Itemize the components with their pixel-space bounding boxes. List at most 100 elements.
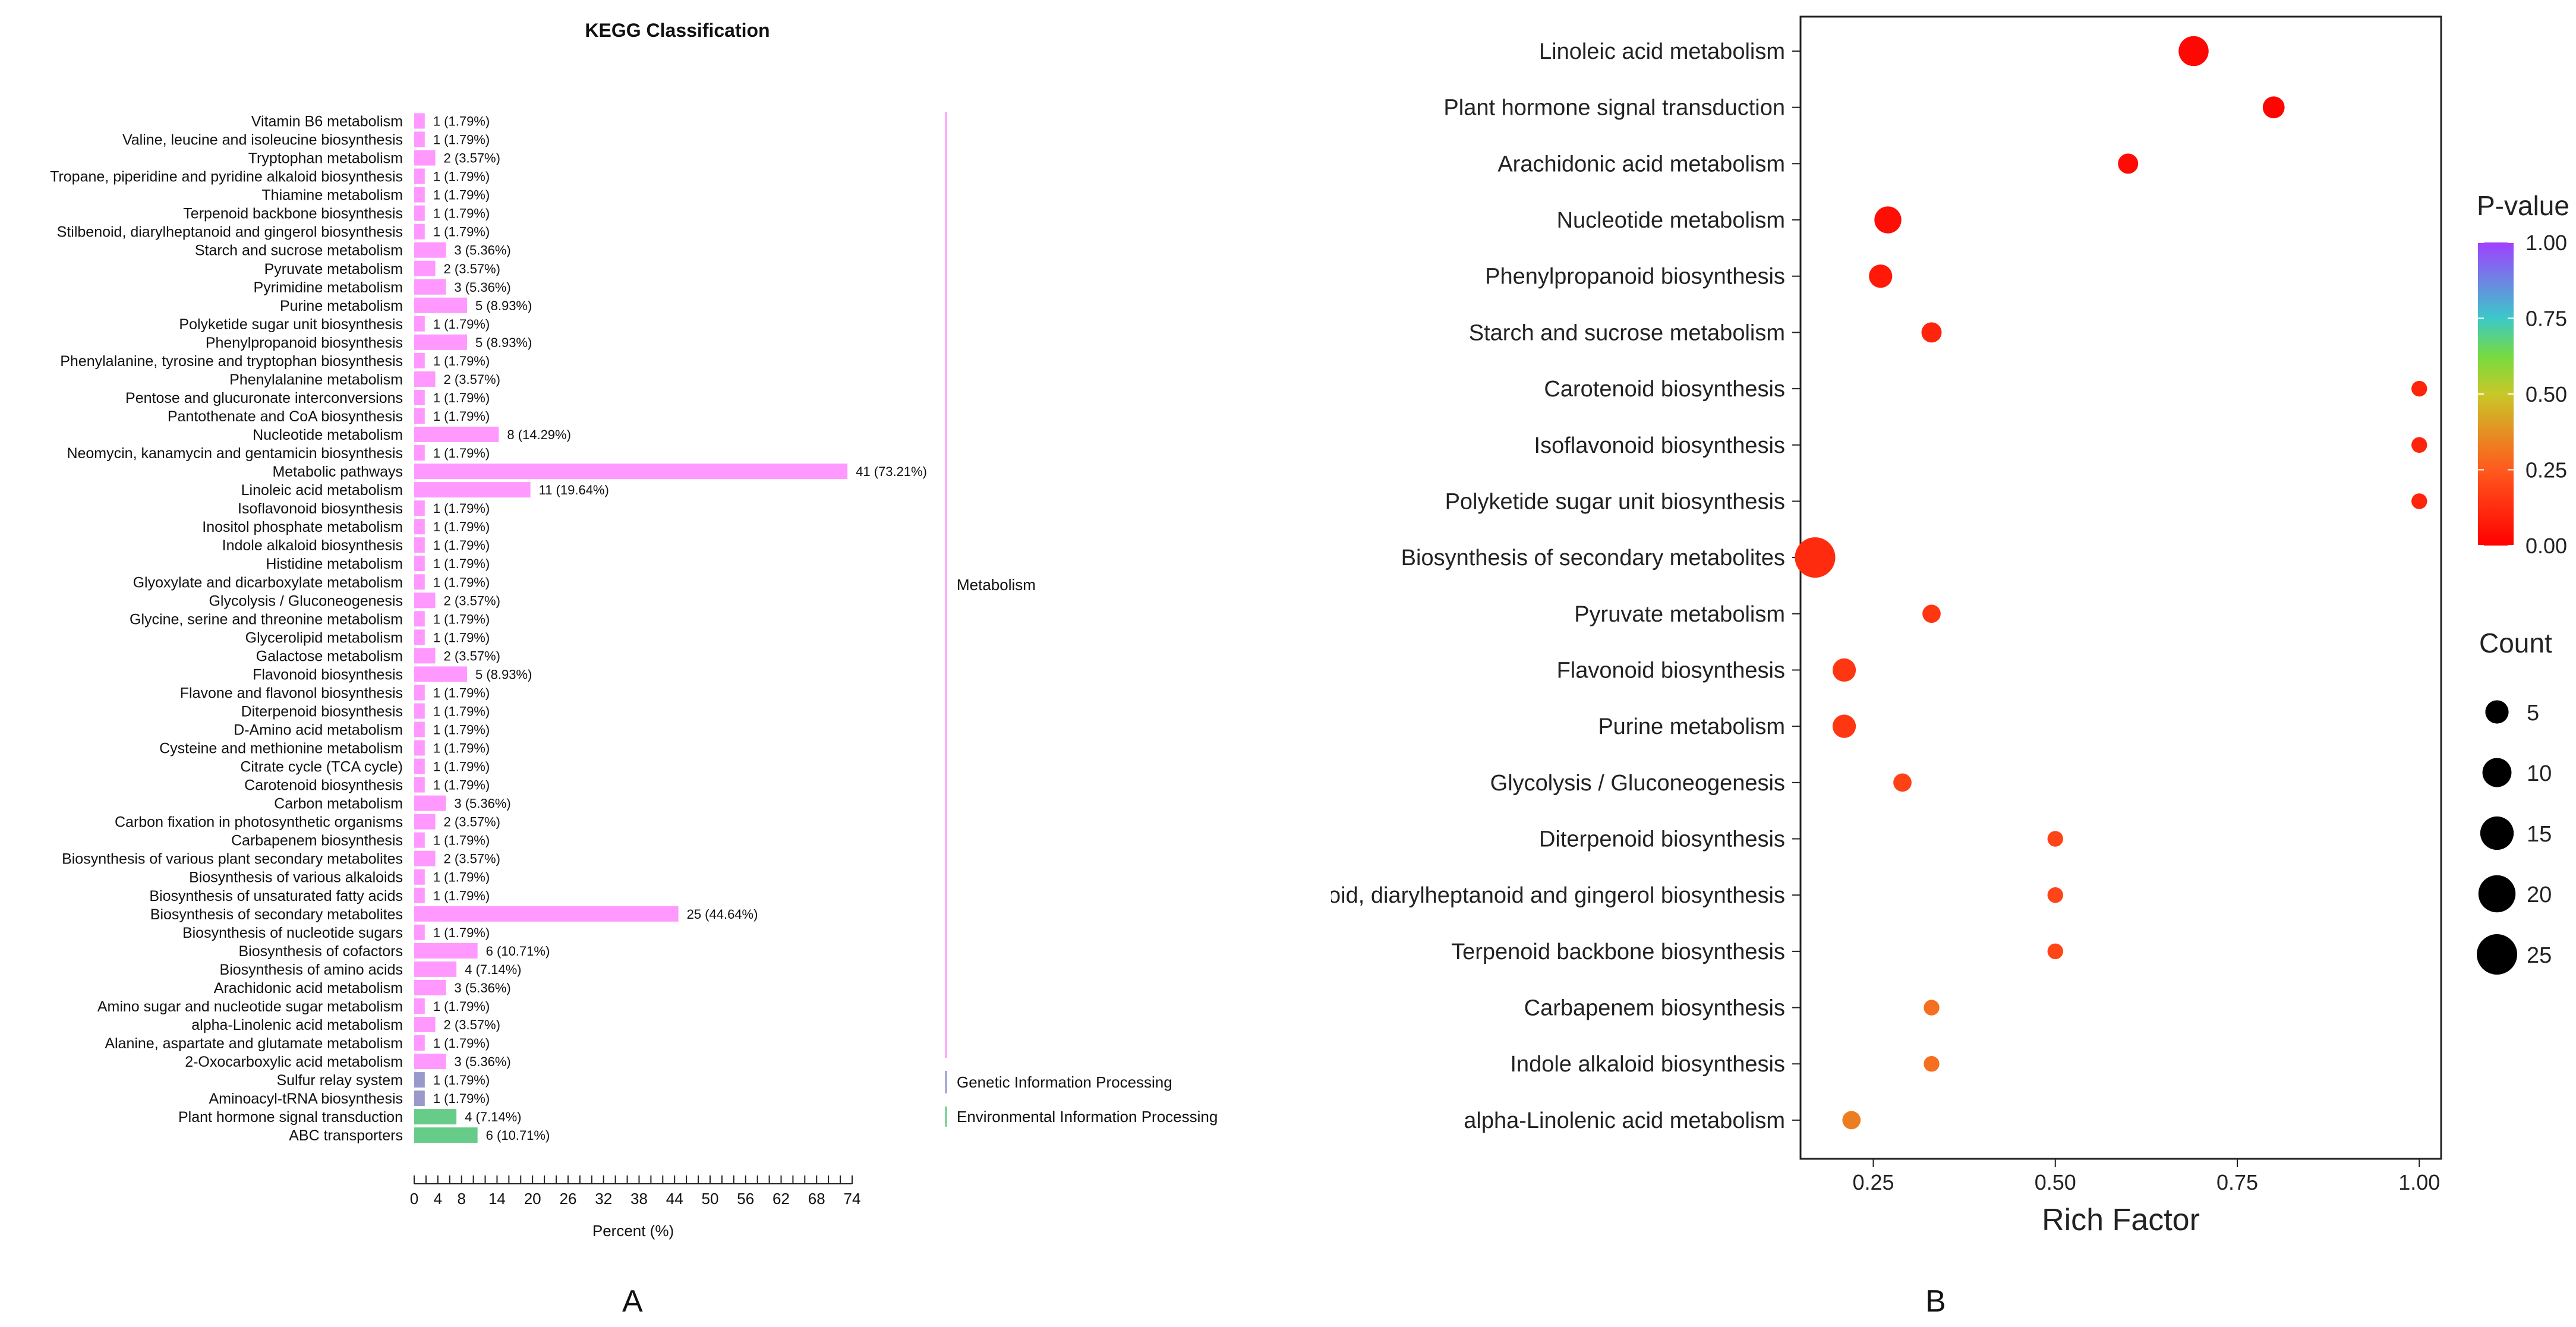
- bar-value-label: 41 (73.21%): [856, 464, 927, 479]
- panel-label-a: A: [622, 1284, 643, 1319]
- category-label: Arachidonic acid metabolism: [214, 980, 403, 997]
- bar: [414, 943, 478, 959]
- color-legend-title: P-value: [2477, 190, 2569, 221]
- bar-value-label: 2 (3.57%): [444, 593, 500, 608]
- bar-value-label: 1 (1.79%): [433, 1036, 490, 1051]
- bar: [414, 408, 425, 424]
- category-label: Pyrimidine metabolism: [254, 279, 403, 296]
- y-tick-label: Isoflavonoid biosynthesis: [1534, 433, 1785, 458]
- size-legend-circle: [2480, 816, 2514, 850]
- bar-value-label: 1 (1.79%): [433, 575, 490, 590]
- category-label: Nucleotide metabolism: [253, 427, 403, 443]
- bar: [414, 869, 425, 885]
- category-label: Phenylalanine, tyrosine and tryptophan b…: [60, 353, 403, 370]
- kegg-classification-chart: KEGG Classification Vitamin B6 metabolism…: [50, 20, 1218, 1240]
- category-label: Diterpenoid biosynthesis: [241, 703, 403, 720]
- bar: [414, 979, 446, 995]
- bubble: [2262, 96, 2285, 119]
- bar: [414, 297, 467, 313]
- bar: [414, 721, 425, 737]
- category-label: Flavone and flavonol biosynthesis: [180, 685, 403, 701]
- size-legend-label: 5: [2527, 701, 2539, 726]
- bar-value-label: 1 (1.79%): [433, 630, 490, 645]
- bar-value-label: 6 (10.71%): [486, 944, 550, 959]
- bar-value-label: 1 (1.79%): [433, 833, 490, 848]
- bar: [414, 703, 425, 719]
- category-label: alpha-Linolenic acid metabolism: [191, 1017, 403, 1033]
- category-label: Aminoacyl-tRNA biosynthesis: [209, 1090, 403, 1107]
- y-tick-label: Phenylpropanoid biosynthesis: [1485, 264, 1785, 289]
- category-label: Galactose metabolism: [256, 648, 403, 664]
- bar: [414, 1035, 425, 1051]
- bar-value-label: 1 (1.79%): [433, 704, 490, 718]
- bar-value-label: 2 (3.57%): [444, 852, 500, 866]
- category-label: Carotenoid biosynthesis: [244, 777, 403, 794]
- bar-value-label: 1 (1.79%): [433, 888, 490, 903]
- category-label: Pantothenate and CoA biosynthesis: [168, 408, 403, 425]
- size-legend-label: 25: [2527, 943, 2552, 968]
- bar-value-label: 1 (1.79%): [433, 206, 490, 221]
- category-label: Inositol phosphate metabolism: [202, 519, 403, 535]
- category-label: D-Amino acid metabolism: [234, 722, 403, 739]
- bar: [414, 685, 425, 701]
- group-label: Environmental Information Processing: [957, 1108, 1218, 1126]
- y-tick-label: Starch and sucrose metabolism: [1469, 320, 1785, 345]
- y-tick-label: Polyketide sugar unit biosynthesis: [1445, 489, 1785, 514]
- bar-value-label: 11 (19.64%): [539, 483, 609, 497]
- y-tick-label: Terpenoid backbone biosynthesis: [1451, 940, 1785, 964]
- category-label: Carbapenem biosynthesis: [231, 833, 403, 849]
- color-legend-label: 0.25: [2525, 458, 2567, 483]
- bubble: [1869, 264, 1893, 288]
- bar: [414, 574, 425, 590]
- category-label: Amino sugar and nucleotide sugar metabol…: [97, 998, 403, 1015]
- bar-value-label: 2 (3.57%): [444, 372, 500, 387]
- color-legend-label: 0.75: [2525, 307, 2567, 331]
- bar: [414, 850, 436, 866]
- bar: [414, 150, 436, 166]
- bar: [414, 1072, 425, 1088]
- bar: [414, 223, 425, 239]
- bar-value-label: 3 (5.36%): [454, 243, 510, 258]
- category-label: Terpenoid backbone biosynthesis: [183, 206, 403, 222]
- bar-value-label: 1 (1.79%): [433, 317, 490, 332]
- bar-value-label: 1 (1.79%): [433, 188, 490, 203]
- bar: [414, 758, 425, 774]
- x-tick-label: 14: [488, 1190, 506, 1208]
- bar: [414, 371, 436, 387]
- bar: [414, 1127, 478, 1143]
- bar: [414, 666, 467, 682]
- bubble: [1924, 1056, 1940, 1072]
- bar: [414, 795, 446, 811]
- y-tick-label: Stilbenoid, diarylheptanoid and gingerol…: [1331, 883, 1785, 908]
- bar: [414, 924, 425, 940]
- y-tick-label: Carotenoid biosynthesis: [1544, 377, 1785, 402]
- y-tick-label: Arachidonic acid metabolism: [1497, 152, 1785, 176]
- x-tick-label: 0.25: [1852, 1170, 1894, 1194]
- chart-title: KEGG Classification: [585, 20, 770, 41]
- bar-value-label: 8 (14.29%): [507, 427, 571, 442]
- category-label: Plant hormone signal transduction: [178, 1109, 403, 1126]
- bubble: [2411, 380, 2427, 397]
- category-label: Pentose and glucuronate interconversions: [125, 390, 403, 406]
- category-label: Biosynthesis of various plant secondary …: [62, 851, 403, 868]
- bubble: [1832, 714, 1856, 738]
- bubble: [2178, 36, 2209, 67]
- color-legend-label: 0.00: [2525, 534, 2567, 558]
- y-tick-label: Carbapenem biosynthesis: [1524, 996, 1785, 1021]
- bar: [414, 113, 425, 129]
- category-label: Valine, leucine and isoleucine biosynthe…: [122, 132, 403, 149]
- category-label: Biosynthesis of unsaturated fatty acids: [149, 888, 403, 904]
- bar-value-label: 1 (1.79%): [433, 999, 490, 1014]
- bar-value-label: 1 (1.79%): [433, 925, 490, 940]
- x-tick-label: 1.00: [2398, 1170, 2440, 1194]
- bar-value-label: 1 (1.79%): [433, 501, 490, 516]
- bar: [414, 592, 436, 609]
- panel-label-b: B: [1925, 1284, 1946, 1319]
- category-label: Carbon metabolism: [274, 796, 403, 812]
- bubble: [2047, 943, 2063, 960]
- bar-value-label: 1 (1.79%): [433, 723, 490, 737]
- x-tick-label: 38: [630, 1190, 648, 1208]
- category-label: Isoflavonoid biosynthesis: [238, 500, 403, 517]
- bar: [414, 1054, 446, 1070]
- bubble: [1893, 773, 1912, 792]
